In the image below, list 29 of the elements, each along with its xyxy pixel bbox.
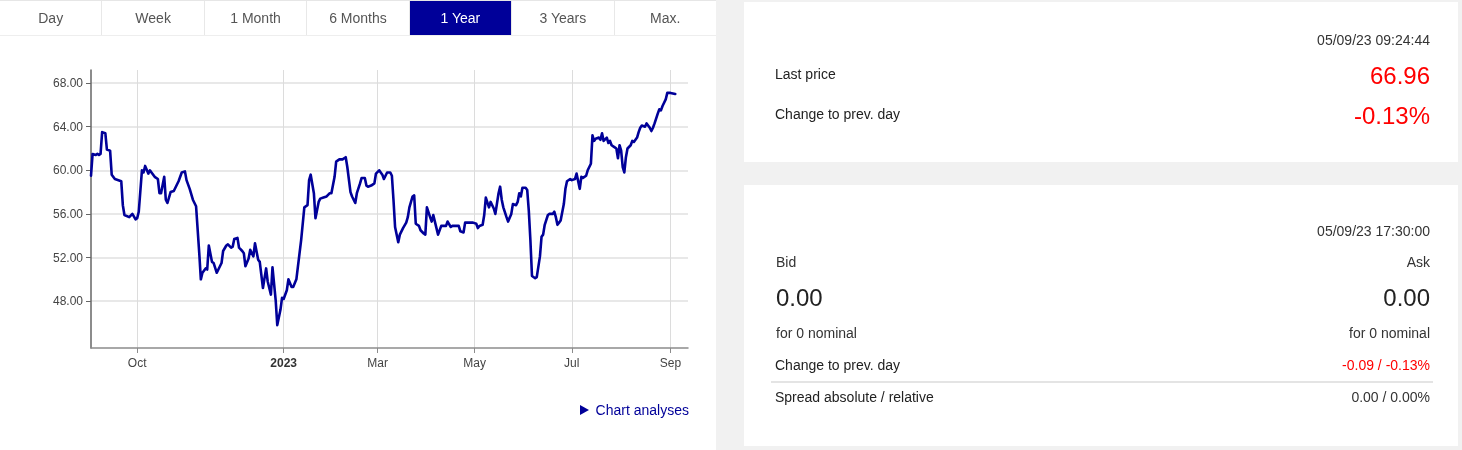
category-label: Change to prev. day (775, 105, 901, 123)
y-tick-label: 52.00 (52, 250, 84, 265)
x-tick-label: Sep (659, 356, 682, 370)
text: for 0 nominal (776, 324, 857, 342)
category-label: Last price (775, 65, 836, 83)
category-label: Change to prev. day (775, 356, 901, 374)
text: -0.13% (1353, 101, 1430, 129)
category-label: Bid (776, 253, 797, 271)
text: Chart analyses (595, 402, 689, 418)
text: 0.00 / 0.00% (1351, 389, 1430, 405)
text: 66.96 (1369, 61, 1430, 89)
category-label: Spread absolute / relative (775, 388, 934, 406)
text: 05/09/23 09:24:44 (1317, 31, 1430, 49)
y-tick-label: 60.00 (52, 163, 84, 178)
y-tick-label: 64.00 (52, 119, 84, 134)
x-tick-label: 2023 (270, 356, 298, 370)
text: 0.00 (1383, 283, 1430, 311)
category-label: Ask (1406, 253, 1430, 271)
x-tick-label: Oct (127, 356, 148, 370)
y-tick-label: 48.00 (52, 294, 84, 309)
text: for 0 nominal (1349, 324, 1430, 342)
x-tick-label: May (463, 356, 487, 370)
text: 0.00 (776, 283, 823, 311)
y-tick-label: 56.00 (52, 206, 84, 221)
text: -0.09 / -0.13% (1342, 357, 1430, 373)
text: 05/09/23 17:30:00 (1317, 222, 1430, 240)
x-tick-label: Jul (564, 356, 580, 370)
x-tick-label: Mar (367, 356, 388, 370)
y-tick-label: 68.00 (52, 76, 84, 91)
